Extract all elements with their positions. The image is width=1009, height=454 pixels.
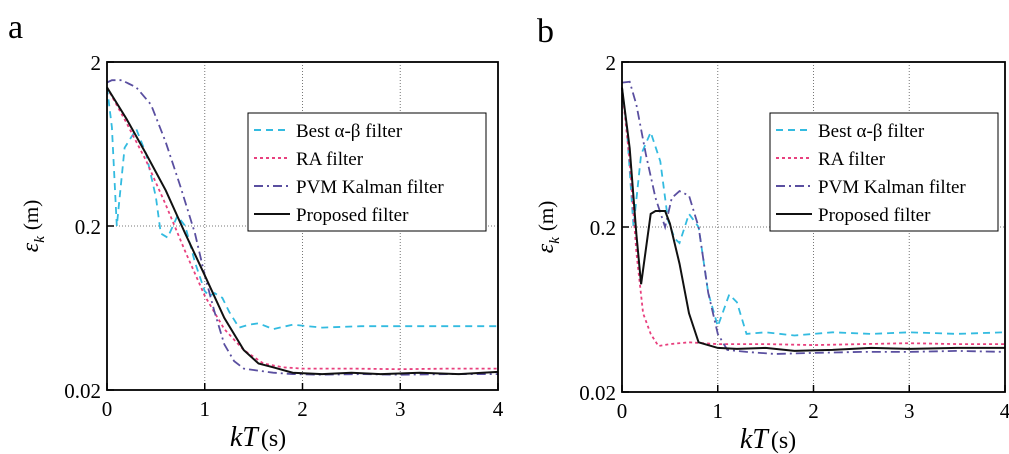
y-axis-label-main: ε — [533, 243, 559, 253]
x-tick-label: 1 — [200, 397, 211, 421]
chart-panel-b: b 0 1 2 3 4 0.02 0.2 2 kT (s) εk (m) Best α-β filter R… — [533, 13, 1009, 454]
y-axis-label-unit: (m) — [534, 201, 558, 231]
legend-label: Best α-β filter — [818, 121, 925, 142]
panel-letter: b — [537, 13, 554, 50]
y-axis-label-unit: (m) — [19, 200, 43, 230]
series-line-4 — [106, 86, 499, 376]
y-tick-label: 2 — [606, 51, 617, 75]
legend: Best α-β filter RA filter PVM Kalman filte… — [769, 112, 999, 232]
legend-label: Best α-β filter — [296, 121, 403, 142]
x-axis-label-unit: (s) — [261, 426, 286, 452]
legend-label: RA filter — [296, 149, 364, 170]
x-tick-label: 0 — [102, 397, 113, 421]
x-tick-label: 1 — [713, 399, 724, 423]
y-axis-label: εk (m) — [533, 201, 563, 253]
y-axis-label-sub: k — [547, 237, 563, 244]
y-axis-label: εk (m) — [18, 200, 48, 252]
legend-box — [247, 112, 487, 232]
y-tick-label: 2 — [91, 51, 102, 75]
x-axis-label-unit: (s) — [771, 428, 796, 454]
x-axis-label-main: kT — [740, 424, 770, 454]
x-tick-label: 2 — [808, 399, 819, 423]
x-tick-label: 4 — [493, 397, 504, 421]
series-line-4 — [621, 87, 1005, 352]
series-line-3 — [621, 80, 1006, 355]
panel-letter: a — [8, 9, 23, 46]
y-tick-label: 0.2 — [75, 215, 101, 239]
y-axis-label-sub: k — [32, 236, 48, 243]
legend: Best α-β filter RA filter PVM Kalman filte… — [247, 112, 487, 232]
x-tick-label: 2 — [297, 397, 308, 421]
x-tick-label: 3 — [395, 397, 406, 421]
legend-label: Proposed filter — [818, 205, 931, 226]
legend-label: PVM Kalman filter — [818, 177, 966, 198]
x-axis-label: kT (s) — [740, 424, 796, 454]
series-line-1 — [106, 87, 498, 331]
x-tick-label: 0 — [617, 399, 628, 423]
chart-panel-a: a 0 1 2 3 4 0.02 0.2 2 kT (s) εk (m) Best α-β filter R… — [8, 9, 504, 453]
x-axis-label-main: kT — [230, 422, 260, 453]
series-line-3 — [106, 79, 498, 376]
series-line-2 — [621, 87, 1005, 347]
y-tick-label: 0.02 — [579, 381, 616, 405]
x-tick-label: 4 — [1000, 399, 1009, 423]
y-axis-label-main: ε — [18, 242, 44, 252]
legend-label: RA filter — [818, 149, 886, 170]
y-tick-label: 0.2 — [590, 216, 616, 240]
y-tick-label: 0.02 — [64, 379, 101, 403]
legend-label: Proposed filter — [296, 205, 409, 226]
legend-label: PVM Kalman filter — [296, 177, 444, 198]
x-axis-label: kT (s) — [230, 422, 286, 453]
x-tick-label: 3 — [904, 399, 915, 423]
legend-box — [769, 112, 999, 232]
